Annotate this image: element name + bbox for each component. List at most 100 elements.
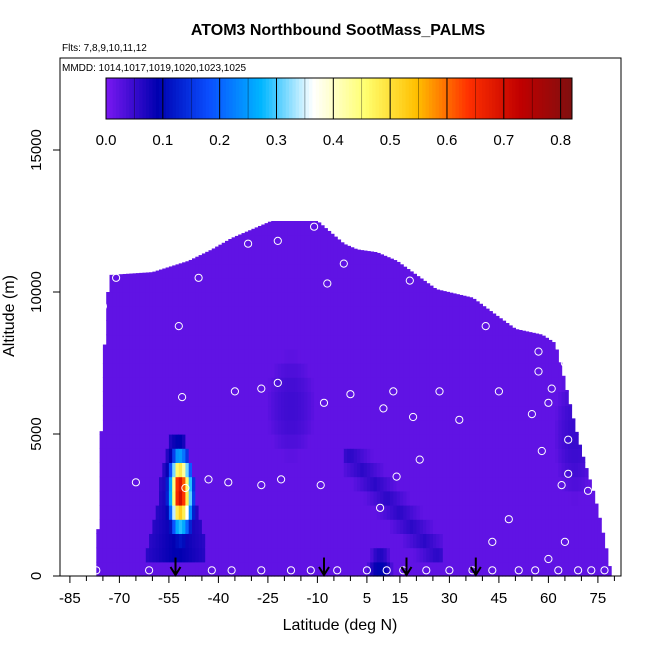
heatmap-cell: [340, 462, 345, 478]
heatmap-cell: [597, 517, 602, 520]
heatmap-cell: [492, 363, 497, 378]
heatmap-cell: [386, 462, 391, 478]
heatmap-cell: [225, 240, 229, 250]
heatmap-cell: [225, 561, 229, 577]
heatmap-cell: [393, 405, 398, 421]
y-tick-label: 5000: [28, 417, 45, 450]
heatmap-cell: [350, 434, 355, 449]
heatmap-cell: [548, 490, 553, 506]
heatmap-cell: [390, 263, 394, 279]
heatmap-cell: [383, 263, 388, 279]
heatmap-cell: [132, 363, 137, 378]
heatmap-cell: [218, 547, 223, 563]
heatmap-cell: [347, 405, 351, 421]
heatmap-cell: [432, 391, 437, 407]
heatmap-cell: [281, 561, 285, 577]
heatmap-cell: [221, 391, 226, 407]
heatmap-cell: [234, 419, 239, 435]
heatmap-cell: [423, 561, 427, 577]
heatmap-cell: [403, 561, 408, 577]
heatmap-cell: [211, 547, 216, 563]
heatmap-cell: [545, 561, 549, 577]
heatmap-cell: [218, 448, 223, 463]
heatmap-cell: [122, 490, 127, 506]
heatmap-cell: [469, 533, 474, 549]
heatmap-cell: [538, 334, 543, 350]
heatmap-cell: [304, 519, 309, 534]
heatmap-cell: [188, 561, 193, 577]
heatmap-cell: [261, 561, 266, 577]
heatmap-cell: [465, 377, 470, 392]
heatmap-cell: [228, 363, 233, 378]
heatmap-cell: [192, 334, 196, 350]
heatmap-cell: [531, 377, 536, 392]
heatmap-cell: [168, 448, 173, 463]
heatmap-cell: [419, 448, 424, 463]
heatmap-cell: [541, 348, 546, 364]
heatmap-cell: [314, 320, 318, 336]
heatmap-cell: [591, 561, 596, 577]
heatmap-cell: [324, 235, 328, 250]
heatmap-cell: [307, 434, 312, 449]
heatmap-cell: [350, 490, 355, 506]
heatmap-cell: [178, 263, 183, 279]
heatmap-cell: [528, 533, 533, 549]
heatmap-cell: [145, 448, 150, 463]
heatmap-cell: [531, 363, 536, 378]
colorbar-tick-label: 0.6: [437, 132, 458, 149]
heatmap-cell: [469, 348, 474, 364]
heatmap-cell: [192, 306, 196, 321]
heatmap-cell: [267, 547, 272, 563]
heatmap-cell: [277, 235, 282, 250]
heatmap-cell: [284, 448, 289, 463]
heatmap-cell: [228, 292, 233, 307]
heatmap-cell: [350, 249, 355, 265]
heatmap-cell: [211, 490, 216, 506]
heatmap-cell: [198, 377, 203, 392]
heatmap-cell: [383, 306, 388, 321]
heatmap-cell: [479, 391, 483, 407]
heatmap-cell: [284, 434, 289, 449]
heatmap-cell: [482, 363, 487, 378]
heatmap-cell: [135, 505, 140, 520]
heatmap-cell: [175, 377, 180, 392]
heatmap-cell: [558, 476, 563, 492]
heatmap-cell: [360, 462, 365, 478]
heatmap-cell: [258, 334, 262, 350]
heatmap-cell: [439, 306, 444, 321]
heatmap-cell: [505, 323, 510, 336]
heatmap-cell: [350, 334, 355, 350]
heatmap-cell: [363, 462, 368, 478]
heatmap-cell: [271, 292, 276, 307]
x-tick-label: -10: [307, 590, 329, 607]
heatmap-cell: [489, 476, 493, 492]
heatmap-cell: [413, 391, 417, 407]
heatmap-cell: [192, 363, 196, 378]
heatmap-cell: [208, 462, 213, 478]
heatmap-cell: [413, 434, 417, 449]
colorbar-segment: [179, 78, 184, 119]
heatmap-cell: [221, 292, 226, 307]
heatmap-cell: [429, 348, 434, 364]
heatmap-cell: [208, 519, 213, 534]
heatmap-cell: [291, 462, 295, 478]
colorbar-segment: [478, 78, 483, 119]
heatmap-cell: [370, 490, 375, 506]
heatmap-cell: [152, 419, 157, 435]
heatmap-cell: [568, 505, 573, 520]
heatmap-cell: [225, 348, 229, 364]
heatmap-cell: [366, 405, 371, 421]
heatmap-cell: [201, 363, 206, 378]
heatmap-cell: [446, 448, 450, 463]
heatmap-cell: [135, 476, 140, 492]
heatmap-cell: [287, 348, 292, 364]
heatmap-cell: [231, 547, 236, 563]
heatmap-cell: [578, 505, 582, 520]
heatmap-cell: [201, 391, 206, 407]
heatmap-cell: [314, 505, 318, 520]
heatmap-cell: [135, 419, 140, 435]
heatmap-cell: [162, 419, 167, 435]
heatmap-cell: [327, 235, 332, 250]
heatmap-cell: [228, 306, 233, 321]
heatmap-cell: [419, 306, 424, 321]
